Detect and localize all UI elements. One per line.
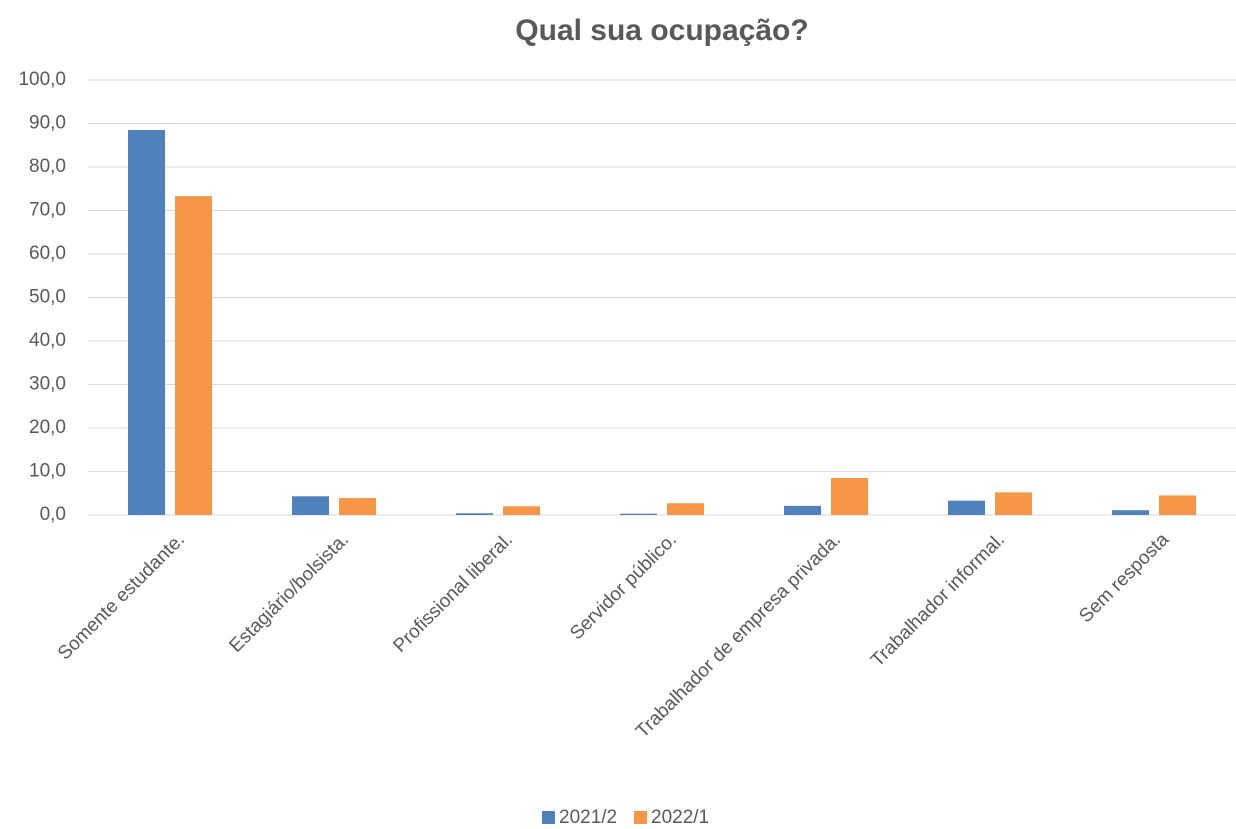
chart-title: Qual sua ocupação? bbox=[515, 14, 808, 47]
y-tick-label: 50,0 bbox=[29, 287, 66, 308]
y-tick-label: 60,0 bbox=[29, 243, 66, 264]
bar bbox=[503, 506, 540, 515]
bar bbox=[456, 513, 493, 515]
bar bbox=[339, 498, 376, 515]
y-tick-label: 90,0 bbox=[29, 113, 66, 134]
bar bbox=[948, 500, 985, 515]
x-tick-label: Estagiário/bolsista. bbox=[225, 529, 353, 657]
bar bbox=[784, 505, 821, 515]
legend-swatch bbox=[634, 811, 647, 824]
y-tick-label: 0,0 bbox=[40, 504, 66, 525]
x-tick-label: Profissional liberal. bbox=[389, 529, 517, 657]
bar bbox=[175, 196, 212, 515]
y-tick-label: 20,0 bbox=[29, 417, 66, 438]
x-tick-label: Sem resposta bbox=[1075, 529, 1173, 627]
x-tick-label: Somente estudante. bbox=[54, 529, 189, 664]
bar bbox=[995, 492, 1032, 515]
y-tick-label: 10,0 bbox=[29, 461, 66, 482]
bar bbox=[292, 496, 329, 515]
legend-swatch bbox=[542, 811, 555, 824]
y-tick-label: 100,0 bbox=[18, 69, 66, 90]
y-tick-label: 80,0 bbox=[29, 156, 66, 177]
bar bbox=[620, 513, 657, 515]
x-tick-label: Servidor público. bbox=[566, 529, 681, 644]
bar bbox=[1112, 510, 1149, 515]
y-tick-label: 40,0 bbox=[29, 330, 66, 351]
bar bbox=[1159, 495, 1196, 515]
x-tick-label: Trabalhador de empresa privada. bbox=[632, 529, 845, 742]
legend-label: 2021/2 bbox=[559, 807, 617, 828]
bar bbox=[831, 478, 868, 515]
y-tick-label: 70,0 bbox=[29, 200, 66, 221]
bar bbox=[667, 503, 704, 515]
bar bbox=[128, 130, 165, 515]
x-tick-label: Trabalhador informal. bbox=[867, 529, 1009, 671]
y-tick-label: 30,0 bbox=[29, 374, 66, 395]
legend-label: 2022/1 bbox=[651, 807, 709, 828]
